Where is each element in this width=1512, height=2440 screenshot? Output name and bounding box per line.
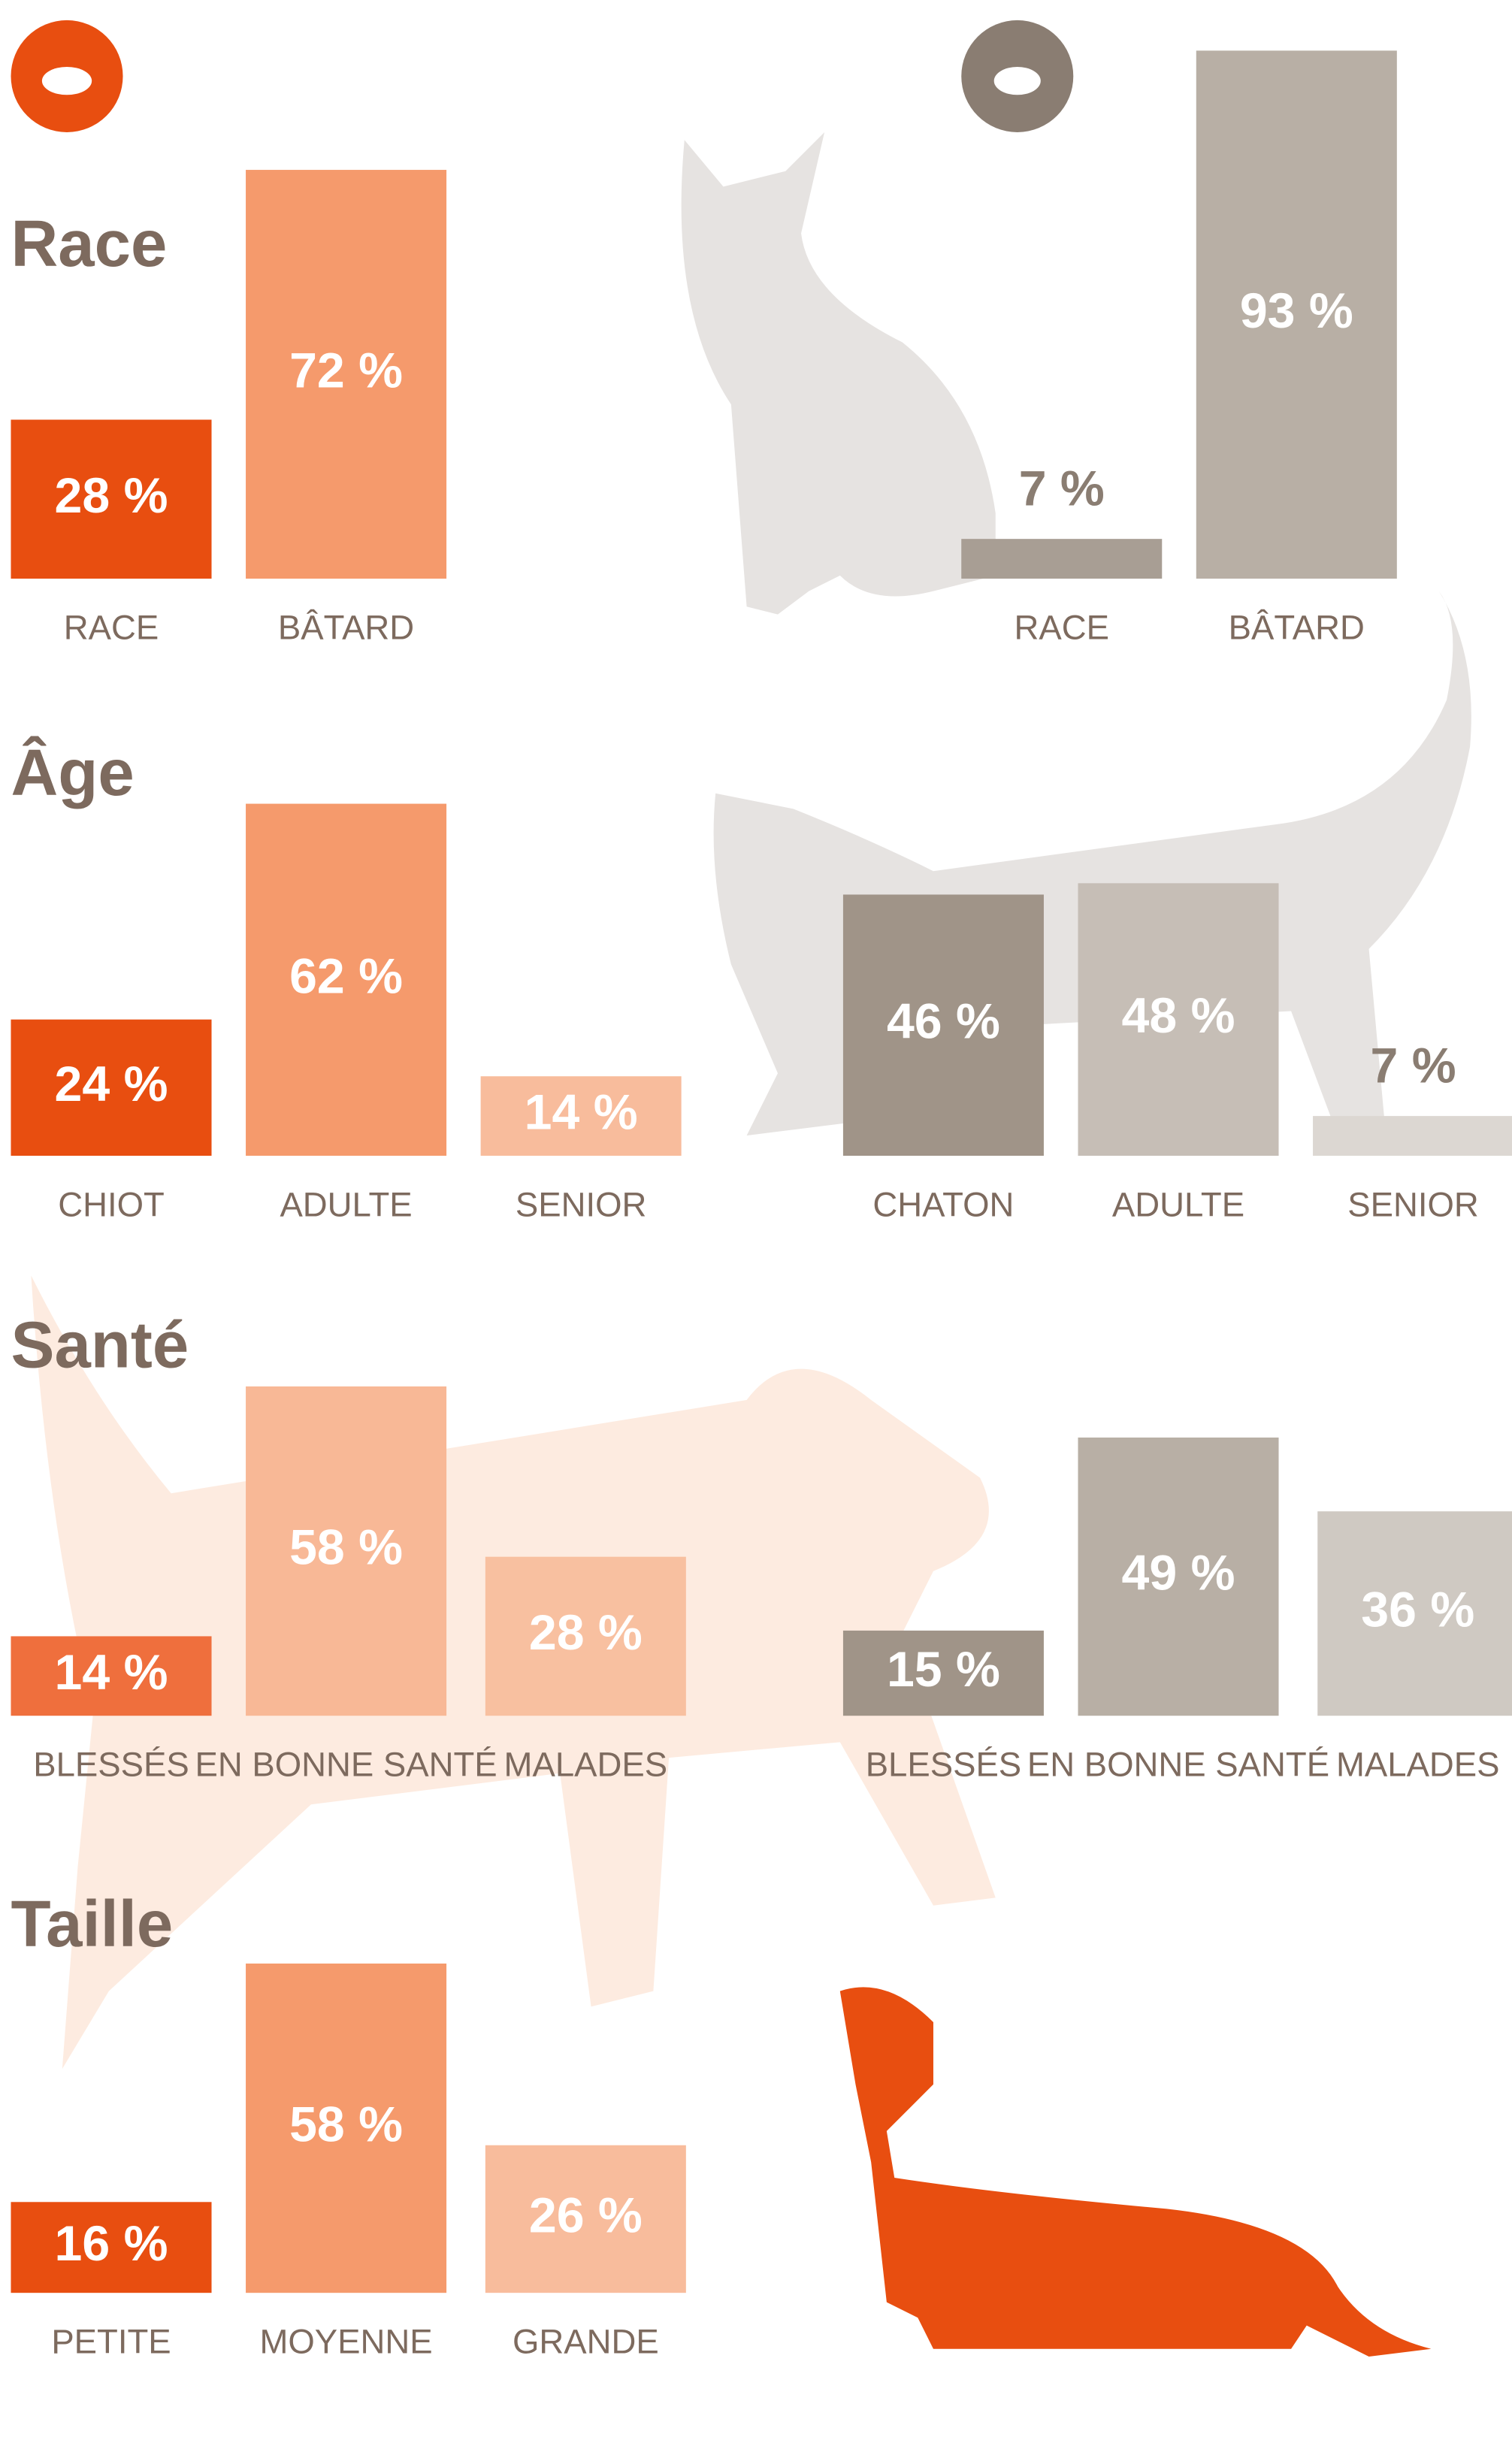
category-label: MOYENNE [259, 2323, 432, 2361]
category-label: ADULTE [1112, 1185, 1244, 1223]
category-label: GRANDE [513, 2323, 659, 2361]
category-label: RACE [1015, 608, 1109, 646]
bar [1313, 1116, 1512, 1157]
value-label: 15 % [887, 1642, 1000, 1698]
value-label: 28 % [529, 1605, 643, 1661]
bar [1196, 50, 1397, 579]
category-label: BLESSÉS [866, 1746, 1021, 1784]
dachshund [839, 1987, 1432, 2357]
category-label: EN BONNE SANTÉ [1027, 1746, 1329, 1784]
value-label: 28 % [55, 468, 168, 524]
value-label: 93 % [1240, 283, 1353, 339]
bar [246, 1963, 447, 2293]
category-label: MALADES [1336, 1746, 1500, 1784]
category-label: PETITE [51, 2323, 171, 2361]
category-label: BÂTARD [278, 608, 414, 646]
category-label: SENIOR [516, 1185, 647, 1223]
category-label: ADULTE [280, 1185, 412, 1223]
dog-glyph [41, 67, 92, 95]
category-label: BLESSÉS [33, 1746, 189, 1784]
bar [485, 2145, 686, 2293]
value-label: 7 % [1371, 1039, 1456, 1094]
value-label: 16 % [55, 2216, 168, 2272]
bar [1078, 883, 1279, 1157]
category-label: BÂTARD [1229, 608, 1365, 646]
category-label: SENIOR [1347, 1185, 1479, 1223]
value-label: 62 % [289, 948, 403, 1004]
value-label: 72 % [289, 343, 403, 399]
category-label: RACE [64, 608, 159, 646]
bar [11, 419, 212, 579]
cat-sitting [681, 132, 996, 615]
bar [480, 1076, 682, 1157]
bar [11, 1636, 212, 1716]
bar [246, 170, 447, 579]
category-label: EN BONNE SANTÉ [195, 1746, 497, 1784]
bar [842, 894, 1044, 1157]
section-title: Taille [11, 1888, 173, 1961]
value-label: 46 % [887, 994, 1000, 1050]
category-label: MALADES [504, 1746, 668, 1784]
value-label: 14 % [525, 1085, 638, 1141]
section-title: Santé [11, 1309, 189, 1382]
bar [1317, 1511, 1512, 1716]
section-title: Âge [11, 736, 134, 809]
value-label: 26 % [529, 2188, 643, 2243]
category-label: CHIOT [58, 1185, 165, 1223]
value-label: 58 % [289, 2097, 403, 2153]
bar [485, 1556, 686, 1716]
bar [842, 1630, 1044, 1716]
value-label: 49 % [1122, 1546, 1235, 1601]
bar [961, 539, 1163, 579]
value-label: 58 % [289, 1520, 403, 1576]
value-label: 7 % [1019, 461, 1105, 517]
value-label: 24 % [55, 1057, 168, 1112]
cat-glyph [993, 67, 1041, 95]
bar [11, 2202, 212, 2293]
bar [1078, 1437, 1279, 1716]
bar [246, 803, 447, 1157]
bar [246, 1386, 447, 1716]
value-label: 48 % [1122, 988, 1235, 1044]
value-label: 14 % [55, 1645, 168, 1701]
bar [11, 1019, 212, 1157]
value-label: 36 % [1361, 1583, 1474, 1638]
category-label: CHATON [872, 1185, 1014, 1223]
section-title: Race [11, 207, 167, 280]
